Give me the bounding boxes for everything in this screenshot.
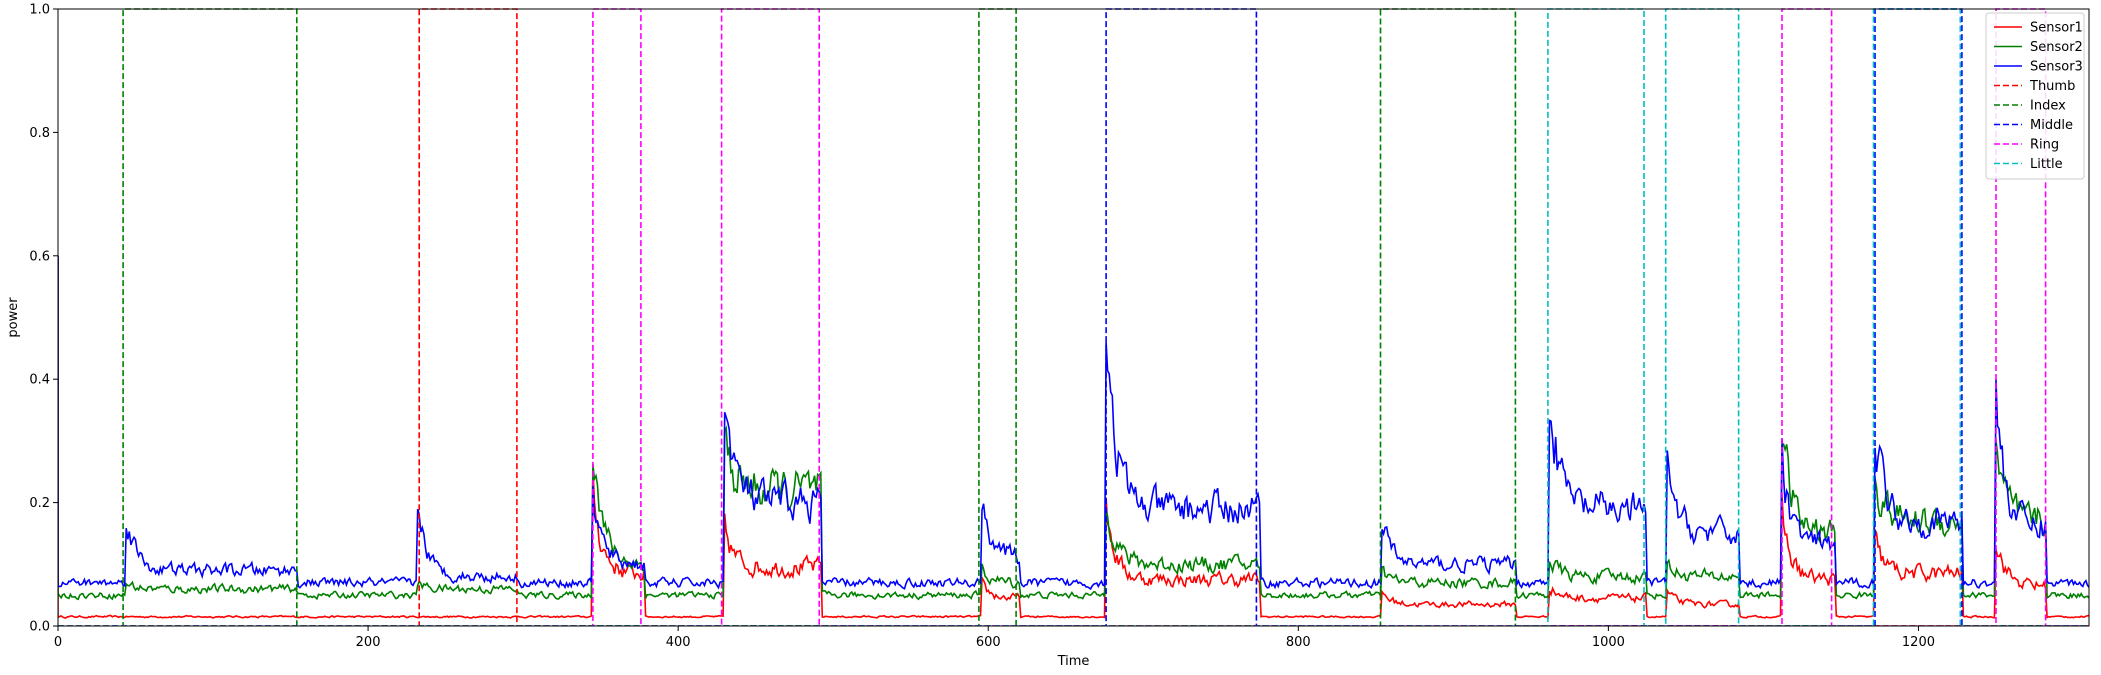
y-tick-label: 0.8 (29, 126, 50, 141)
legend-label-sensor2: Sensor2 (2030, 40, 2083, 55)
legend-label-thumb: Thumb (2029, 79, 2075, 94)
legend-label-middle: Middle (2030, 118, 2073, 133)
y-tick-label: 0.6 (29, 249, 50, 264)
x-tick-label: 200 (356, 635, 381, 650)
series-line-sensor2 (58, 255, 2089, 601)
legend-label-ring: Ring (2030, 138, 2059, 153)
series-line-middle (58, 8, 2089, 626)
legend-box (1985, 12, 2085, 180)
x-tick-label: 1200 (1902, 635, 1935, 650)
plot-area (58, 8, 2089, 626)
x-tick-label: 1000 (1592, 635, 1625, 650)
legend: Sensor1 Sensor2 Sensor3 Thumb Index Middle Rin… (1985, 12, 2085, 180)
y-axis-title: power (6, 297, 21, 338)
y-tick-label: 0.4 (29, 373, 50, 388)
x-tick-label: 400 (666, 635, 691, 650)
legend-label-index: Index (2030, 99, 2066, 114)
x-axis: 0 200 400 600 800 1000 1200 (54, 626, 1935, 650)
y-axis: 0.0 0.2 0.4 0.6 0.8 1.0 (29, 3, 58, 635)
y-tick-label: 0.0 (29, 620, 50, 635)
legend-label-sensor3: Sensor3 (2030, 60, 2083, 75)
x-tick-label: 0 (54, 635, 62, 650)
series-line-sensor1 (58, 255, 2089, 619)
y-tick-label: 0.2 (29, 496, 50, 511)
series-line-sensor3 (58, 255, 2089, 591)
y-tick-label: 1.0 (29, 3, 50, 18)
axes-frame (57, 8, 2090, 627)
legend-label-little: Little (2030, 157, 2063, 172)
x-axis-title: Time (1057, 654, 1090, 669)
legend-label-sensor1: Sensor1 (2030, 21, 2083, 36)
x-tick-label: 600 (976, 635, 1001, 650)
x-tick-label: 800 (1286, 635, 1311, 650)
